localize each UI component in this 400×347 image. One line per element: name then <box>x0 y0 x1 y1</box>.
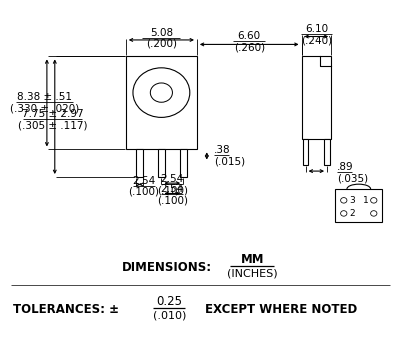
Text: 2.54: 2.54 <box>132 176 155 186</box>
Bar <box>335 189 382 222</box>
Text: DIMENSIONS:: DIMENSIONS: <box>122 261 212 274</box>
Text: .89: .89 <box>337 162 354 172</box>
Circle shape <box>371 211 377 216</box>
Text: .38: .38 <box>214 145 230 155</box>
Text: 2.54: 2.54 <box>161 185 184 195</box>
Text: TOLERANCES: ±: TOLERANCES: ± <box>13 303 119 316</box>
Bar <box>302 57 331 139</box>
Bar <box>126 57 197 150</box>
Text: (.305 ± .117): (.305 ± .117) <box>18 121 88 131</box>
Text: (.100): (.100) <box>157 186 188 196</box>
Text: 6.60: 6.60 <box>238 31 261 41</box>
Text: (.240): (.240) <box>301 35 332 45</box>
Bar <box>180 150 187 177</box>
Text: (.260): (.260) <box>234 42 265 52</box>
Text: EXCEPT WHERE NOTED: EXCEPT WHERE NOTED <box>205 303 357 316</box>
Text: (.015): (.015) <box>214 156 245 167</box>
Circle shape <box>341 197 347 203</box>
Circle shape <box>150 83 172 102</box>
Bar <box>136 150 143 177</box>
Text: 5.08: 5.08 <box>150 27 173 37</box>
Text: 8.38 ± .51: 8.38 ± .51 <box>18 92 72 102</box>
Circle shape <box>371 197 377 203</box>
Text: (INCHES): (INCHES) <box>227 269 278 279</box>
Text: (.035): (.035) <box>337 174 368 184</box>
Text: (.200): (.200) <box>146 39 177 49</box>
Text: (.330 ± .020): (.330 ± .020) <box>10 104 80 113</box>
Text: 3: 3 <box>349 196 355 205</box>
Circle shape <box>341 211 347 216</box>
Text: 0.25: 0.25 <box>156 295 182 308</box>
Bar <box>324 139 330 165</box>
Bar <box>158 150 165 177</box>
Text: (.100): (.100) <box>128 187 159 197</box>
Text: 1: 1 <box>362 196 368 205</box>
Text: 7.75 ± 2.97: 7.75 ± 2.97 <box>22 109 84 119</box>
Text: MM: MM <box>240 253 264 266</box>
Text: (.100): (.100) <box>157 196 188 206</box>
Bar <box>303 139 308 165</box>
Circle shape <box>133 68 190 117</box>
Text: 2: 2 <box>349 209 355 218</box>
Text: 2.54: 2.54 <box>161 174 184 184</box>
Text: (.010): (.010) <box>152 311 186 321</box>
Text: 6.10: 6.10 <box>305 24 328 34</box>
